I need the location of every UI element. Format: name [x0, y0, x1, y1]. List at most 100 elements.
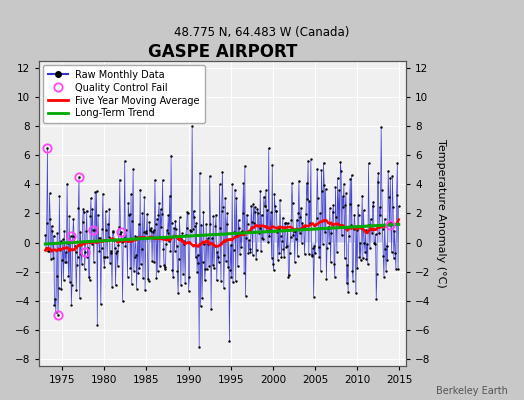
- Point: [275, 250, 283, 256]
- Point: [168, 267, 177, 273]
- Point: [368, 203, 377, 209]
- Point: [147, 228, 155, 234]
- Point: [87, 195, 95, 201]
- Point: [155, 200, 163, 206]
- Point: [304, 158, 312, 164]
- Point: [257, 248, 265, 254]
- Point: [182, 232, 190, 238]
- Point: [260, 202, 269, 209]
- Point: [196, 303, 205, 310]
- Point: [161, 264, 170, 270]
- Point: [135, 221, 143, 227]
- Point: [273, 228, 281, 235]
- Point: [343, 262, 352, 268]
- Point: [363, 241, 372, 247]
- Point: [159, 245, 168, 252]
- Point: [57, 238, 65, 244]
- Point: [302, 210, 310, 217]
- Point: [170, 224, 178, 231]
- Point: [128, 217, 137, 224]
- Point: [44, 248, 52, 254]
- Point: [359, 255, 367, 261]
- Point: [77, 251, 85, 258]
- Point: [265, 145, 273, 151]
- Point: [390, 228, 399, 234]
- Point: [83, 207, 91, 214]
- Point: [240, 270, 248, 277]
- Point: [242, 293, 250, 299]
- Point: [244, 221, 252, 228]
- Point: [110, 237, 118, 243]
- Point: [289, 232, 298, 238]
- Point: [270, 191, 279, 198]
- Point: [224, 236, 233, 243]
- Point: [47, 256, 55, 262]
- Point: [246, 249, 255, 255]
- Point: [314, 244, 323, 250]
- Point: [341, 202, 350, 209]
- Point: [293, 253, 302, 260]
- Point: [129, 166, 137, 172]
- Point: [350, 226, 358, 232]
- Point: [215, 181, 224, 188]
- Point: [182, 225, 191, 232]
- Point: [62, 259, 71, 265]
- Point: [86, 212, 94, 219]
- Point: [317, 167, 325, 173]
- Point: [121, 158, 129, 164]
- Point: [283, 242, 291, 249]
- Point: [357, 225, 366, 232]
- Point: [356, 240, 364, 246]
- Point: [333, 248, 341, 255]
- Point: [65, 213, 73, 220]
- Point: [169, 274, 177, 280]
- Point: [205, 262, 213, 269]
- Point: [191, 254, 200, 260]
- Point: [329, 208, 337, 215]
- Point: [288, 180, 296, 186]
- Point: [288, 200, 297, 206]
- Point: [290, 259, 299, 265]
- Point: [167, 152, 175, 159]
- Point: [367, 226, 376, 233]
- Point: [318, 188, 326, 194]
- Point: [232, 195, 241, 202]
- Point: [337, 168, 345, 175]
- Point: [228, 181, 236, 188]
- Point: [71, 243, 79, 249]
- Point: [189, 208, 198, 214]
- Point: [370, 241, 379, 247]
- Point: [199, 258, 207, 265]
- Point: [392, 192, 401, 198]
- Point: [286, 250, 294, 256]
- Point: [213, 277, 221, 284]
- Point: [114, 242, 123, 248]
- Point: [287, 217, 296, 224]
- Point: [296, 214, 304, 220]
- Point: [281, 220, 289, 226]
- Point: [241, 162, 249, 169]
- Point: [353, 265, 362, 272]
- Point: [297, 204, 305, 211]
- Point: [184, 210, 192, 216]
- Point: [279, 246, 288, 252]
- Point: [368, 230, 376, 236]
- Point: [133, 286, 141, 292]
- Point: [373, 271, 381, 277]
- Point: [183, 209, 191, 215]
- Point: [53, 230, 61, 236]
- Point: [266, 225, 275, 232]
- Point: [151, 177, 159, 183]
- Point: [96, 235, 104, 241]
- Point: [165, 238, 173, 245]
- Point: [50, 302, 59, 308]
- Point: [283, 220, 292, 226]
- Point: [193, 269, 201, 275]
- Point: [245, 237, 253, 243]
- Point: [355, 253, 364, 260]
- Point: [323, 225, 332, 231]
- Point: [207, 306, 215, 312]
- Point: [290, 228, 298, 234]
- Point: [250, 204, 259, 210]
- Point: [227, 273, 236, 280]
